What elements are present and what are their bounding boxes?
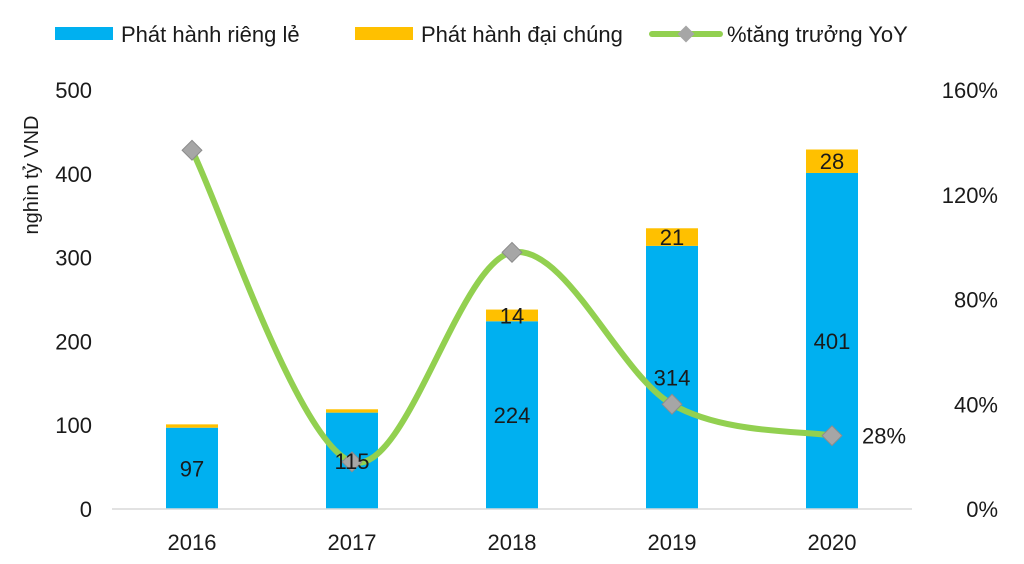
bar-private [166,427,218,509]
legend-marker-growth [677,25,695,43]
y-tick-label: 300 [55,246,92,271]
x-tick-label: 2018 [488,530,537,555]
growth-marker [661,393,683,415]
data-label-private: 314 [654,365,691,390]
bar-private [646,245,698,510]
bar-private [486,321,538,509]
growth-line-layer [181,139,843,473]
y-axis-right: 0% 40% 80% 120% 160% [942,78,998,522]
data-label-public: 14 [500,303,524,328]
bars-layer [166,149,858,510]
y-axis-title: nghìn tỷ VND [21,116,43,235]
bar-public [486,309,538,322]
bar-public [646,228,698,246]
legend-swatch-private [55,27,113,40]
y-tick-label: 500 [55,78,92,103]
growth-line [189,147,835,466]
legend-label-public: Phát hành đại chúng [421,22,623,47]
y2-tick-label: 0% [966,497,998,522]
y-tick-label: 100 [55,413,92,438]
legend-label-growth: %tăng trưởng YoY [727,22,908,47]
growth-marker [181,139,203,161]
bar-public [166,424,218,428]
data-label-public: 28 [820,149,844,174]
legend-swatch-public [355,27,413,40]
x-tick-label: 2020 [808,530,857,555]
x-axis: 2016 2017 2018 2019 2020 [168,530,857,555]
y2-tick-label: 40% [954,392,998,417]
data-label-private: 97 [180,456,204,481]
data-labels-layer: 97 115 224 14 314 21 401 28 28% [180,149,906,481]
data-label-private: 224 [494,403,531,428]
x-tick-label: 2019 [648,530,697,555]
y2-tick-label: 80% [954,288,998,313]
data-label-public: 21 [660,225,684,250]
bar-public [806,149,858,173]
y-tick-label: 200 [55,329,92,354]
growth-marker [341,451,363,473]
y-tick-label: 400 [55,162,92,187]
legend-label-private: Phát hành riêng lẻ [121,22,300,47]
y2-tick-label: 160% [942,78,998,103]
growth-marker [821,425,843,447]
legend: Phát hành riêng lẻ Phát hành đại chúng %… [55,22,908,47]
y-axis-left: 0 100 200 300 400 500 [55,78,92,522]
data-label-private: 115 [334,449,369,474]
data-label-growth: 28% [862,424,906,449]
bar-public [326,409,378,413]
x-tick-label: 2016 [168,530,217,555]
y-tick-label: 0 [80,497,92,522]
data-label-private: 401 [814,329,851,354]
bar-private [806,172,858,509]
growth-marker [501,241,523,263]
x-tick-label: 2017 [328,530,377,555]
y2-tick-label: 120% [942,183,998,208]
